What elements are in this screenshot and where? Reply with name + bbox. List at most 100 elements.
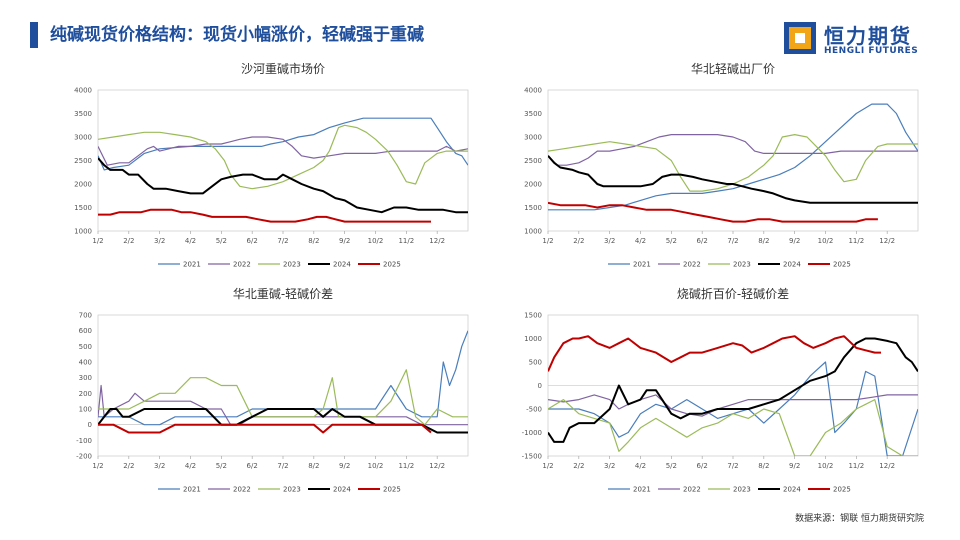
series-line-2022 [548, 133, 918, 166]
x-tick-label: 11/2 [398, 237, 414, 245]
legend-label-2024: 2024 [783, 261, 801, 269]
legend-label-2022: 2022 [683, 261, 701, 269]
chart-title: 烧碱折百价-轻碱价差 [677, 286, 789, 301]
legend-label-2021: 2021 [183, 261, 201, 269]
y-tick-label: 400 [79, 359, 92, 367]
y-tick-label: 200 [79, 390, 92, 398]
x-tick-label: 8/2 [758, 462, 769, 470]
chart-title: 华北重碱-轻碱价差 [233, 287, 333, 301]
x-tick-label: 9/2 [339, 237, 350, 245]
company-logo: 恒力期货 HENGLI FUTURES [784, 20, 934, 60]
x-tick-label: 10/2 [818, 237, 834, 245]
x-tick-label: 1/2 [542, 237, 553, 245]
y-tick-label: 1500 [524, 204, 542, 212]
series-line-2023 [98, 369, 468, 426]
chart-panel-2: 华北轻碱出厂价 1000 1500 2000 2500 3000 3500 4000 1/2 2/… [480, 58, 930, 283]
y-tick-label: 2500 [74, 157, 92, 165]
series-line-2025 [548, 335, 881, 372]
x-tick-label: 5/2 [216, 237, 227, 245]
x-tick-label: 9/2 [339, 462, 350, 470]
legend-label-2022: 2022 [683, 486, 701, 494]
series-line-2021 [548, 361, 918, 456]
logo-mark-icon [784, 22, 816, 54]
y-tick-label: 0 [538, 382, 542, 390]
legend-label-2022: 2022 [233, 261, 251, 269]
legend-label-2024: 2024 [783, 486, 801, 494]
y-tick-label: 300 [79, 374, 92, 382]
y-tick-label: 1500 [524, 312, 542, 320]
series-line-2023 [548, 398, 918, 456]
y-tick-label: 500 [79, 343, 92, 351]
x-tick-label: 6/2 [247, 462, 258, 470]
plot-area [547, 89, 919, 232]
series-line-2024 [98, 157, 468, 214]
y-tick-label: -100 [76, 437, 92, 445]
chart-panel-3: 华北重碱-轻碱价差 -200 -100 0 100 200 300 400 500 600 700 1… [30, 283, 480, 508]
series-line-2023 [98, 124, 468, 190]
x-tick-label: 2/2 [573, 237, 584, 245]
x-tick-label: 11/2 [398, 462, 414, 470]
series-line-2024 [548, 155, 918, 204]
y-tick-label: 0 [88, 421, 92, 429]
series-line-2022 [98, 136, 468, 166]
x-tick-label: 2/2 [123, 237, 134, 245]
logo-text-en: HENGLI FUTURES [824, 46, 919, 56]
x-tick-label: 5/2 [216, 462, 227, 470]
legend-label-2021: 2021 [183, 486, 201, 494]
y-tick-label: 100 [79, 406, 92, 414]
x-tick-label: 3/2 [154, 237, 165, 245]
x-tick-label: 11/2 [848, 462, 864, 470]
series-line-2025 [98, 423, 432, 434]
series-line-2025 [98, 208, 431, 223]
y-tick-label: 4000 [74, 87, 92, 95]
x-tick-label: 2/2 [573, 462, 584, 470]
x-tick-label: 1/2 [92, 237, 103, 245]
legend-label-2025: 2025 [833, 486, 851, 494]
y-tick-label: 3500 [524, 110, 542, 118]
chart-title: 华北轻碱出厂价 [691, 62, 775, 76]
y-tick-label: -1000 [522, 429, 542, 437]
chart-shahe-heavy-soda: 沙河重碱市场价 1000 1500 2000 2500 3000 3500 4000 1/2 2/… [74, 61, 469, 269]
legend-label-2023: 2023 [283, 486, 301, 494]
series-line-2023 [548, 133, 918, 192]
series-line-2025 [548, 201, 878, 223]
x-tick-label: 9/2 [789, 237, 800, 245]
chart-title: 沙河重碱市场价 [241, 61, 325, 76]
y-tick-label: -500 [526, 406, 542, 414]
x-tick-label: 12/2 [429, 237, 445, 245]
chart-huabei-light-soda: 华北轻碱出厂价 1000 1500 2000 2500 3000 3500 4000 1/2 2/… [524, 62, 919, 269]
x-tick-label: 5/2 [666, 237, 677, 245]
x-tick-label: 4/2 [185, 462, 196, 470]
x-tick-label: 7/2 [277, 462, 288, 470]
x-tick-label: 7/2 [277, 237, 288, 245]
legend-label-2024: 2024 [333, 261, 351, 269]
x-tick-label: 4/2 [635, 462, 646, 470]
x-tick-label: 8/2 [308, 462, 319, 470]
series-line-2024 [548, 337, 918, 443]
y-tick-label: 3000 [524, 134, 542, 142]
y-tick-label: 1000 [524, 228, 542, 236]
x-tick-label: 12/2 [879, 462, 895, 470]
chart-huabei-heavy-light-spread: 华北重碱-轻碱价差 -200 -100 0 100 200 300 400 500 600 700 1… [76, 287, 469, 494]
legend-label-2023: 2023 [283, 261, 301, 269]
y-tick-label: 1000 [524, 335, 542, 343]
series-line-2021 [548, 103, 918, 211]
x-tick-label: 10/2 [368, 237, 384, 245]
chart-panel-4: 烧碱折百价-轻碱价差 -1500 -1000 -500 0 500 1000 1500 1/2 2… [480, 283, 930, 508]
x-tick-label: 9/2 [789, 462, 800, 470]
series-line-2021 [98, 330, 468, 426]
title-accent-bar [30, 22, 38, 48]
x-tick-label: 8/2 [308, 237, 319, 245]
y-tick-label: 1500 [74, 204, 92, 212]
x-tick-label: 6/2 [697, 462, 708, 470]
y-tick-label: 500 [529, 359, 542, 367]
x-tick-label: 4/2 [635, 237, 646, 245]
x-tick-label: 10/2 [818, 462, 834, 470]
page-title: 纯碱现货价格结构：现货小幅涨价，轻碱强于重碱 [50, 25, 424, 45]
legend-label-2025: 2025 [833, 261, 851, 269]
x-tick-label: 3/2 [604, 462, 615, 470]
y-tick-label: 2000 [74, 181, 92, 189]
y-tick-label: 600 [79, 327, 92, 335]
legend-label-2024: 2024 [333, 486, 351, 494]
chart-panel-1: 沙河重碱市场价 1000 1500 2000 2500 3000 3500 4000 1/2 2/… [30, 58, 480, 283]
